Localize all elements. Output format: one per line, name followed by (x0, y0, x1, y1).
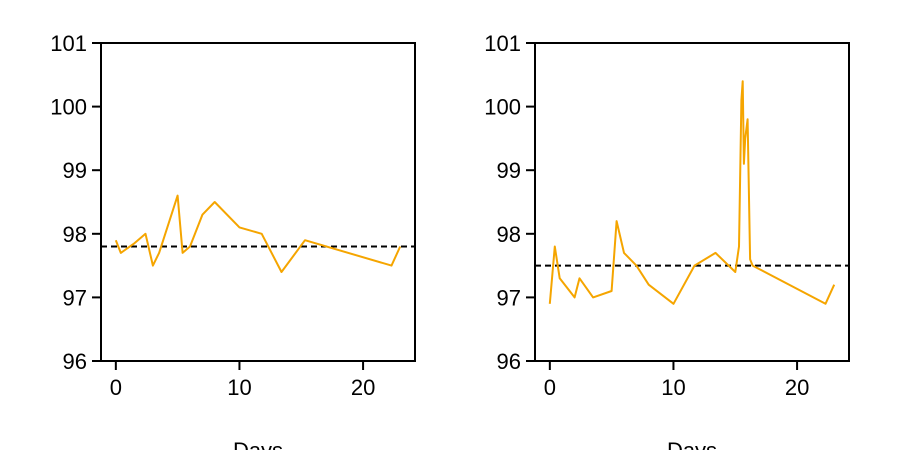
y-tick-label: 97 (497, 285, 521, 310)
y-tick-label: 98 (497, 222, 521, 247)
chart-panel-right: 9697989910010101020Days (484, 31, 850, 450)
series-line (114, 194, 402, 273)
y-tick-label: 99 (63, 158, 87, 183)
x-axis-label: Days (233, 438, 283, 450)
x-tick-label: 20 (785, 375, 809, 400)
x-axis-label: Days (667, 438, 717, 450)
y-tick-label: 100 (50, 95, 87, 120)
y-tick-label: 97 (63, 285, 87, 310)
y-tick-label: 100 (484, 95, 521, 120)
y-tick-label: 99 (497, 158, 521, 183)
x-tick-label: 20 (351, 375, 375, 400)
x-tick-label: 0 (544, 375, 556, 400)
y-tick-label: 101 (484, 31, 521, 56)
series-line (548, 80, 836, 305)
x-tick-label: 10 (227, 375, 251, 400)
axes-frame (100, 42, 416, 362)
y-tick-label: 96 (497, 349, 521, 374)
y-tick-label: 101 (50, 31, 87, 56)
y-tick-label: 98 (63, 222, 87, 247)
axes-frame (534, 42, 850, 362)
chart-panel-left: 9697989910010101020Days (50, 31, 416, 450)
x-tick-label: 0 (110, 375, 122, 400)
x-tick-label: 10 (661, 375, 685, 400)
y-tick-label: 96 (63, 349, 87, 374)
